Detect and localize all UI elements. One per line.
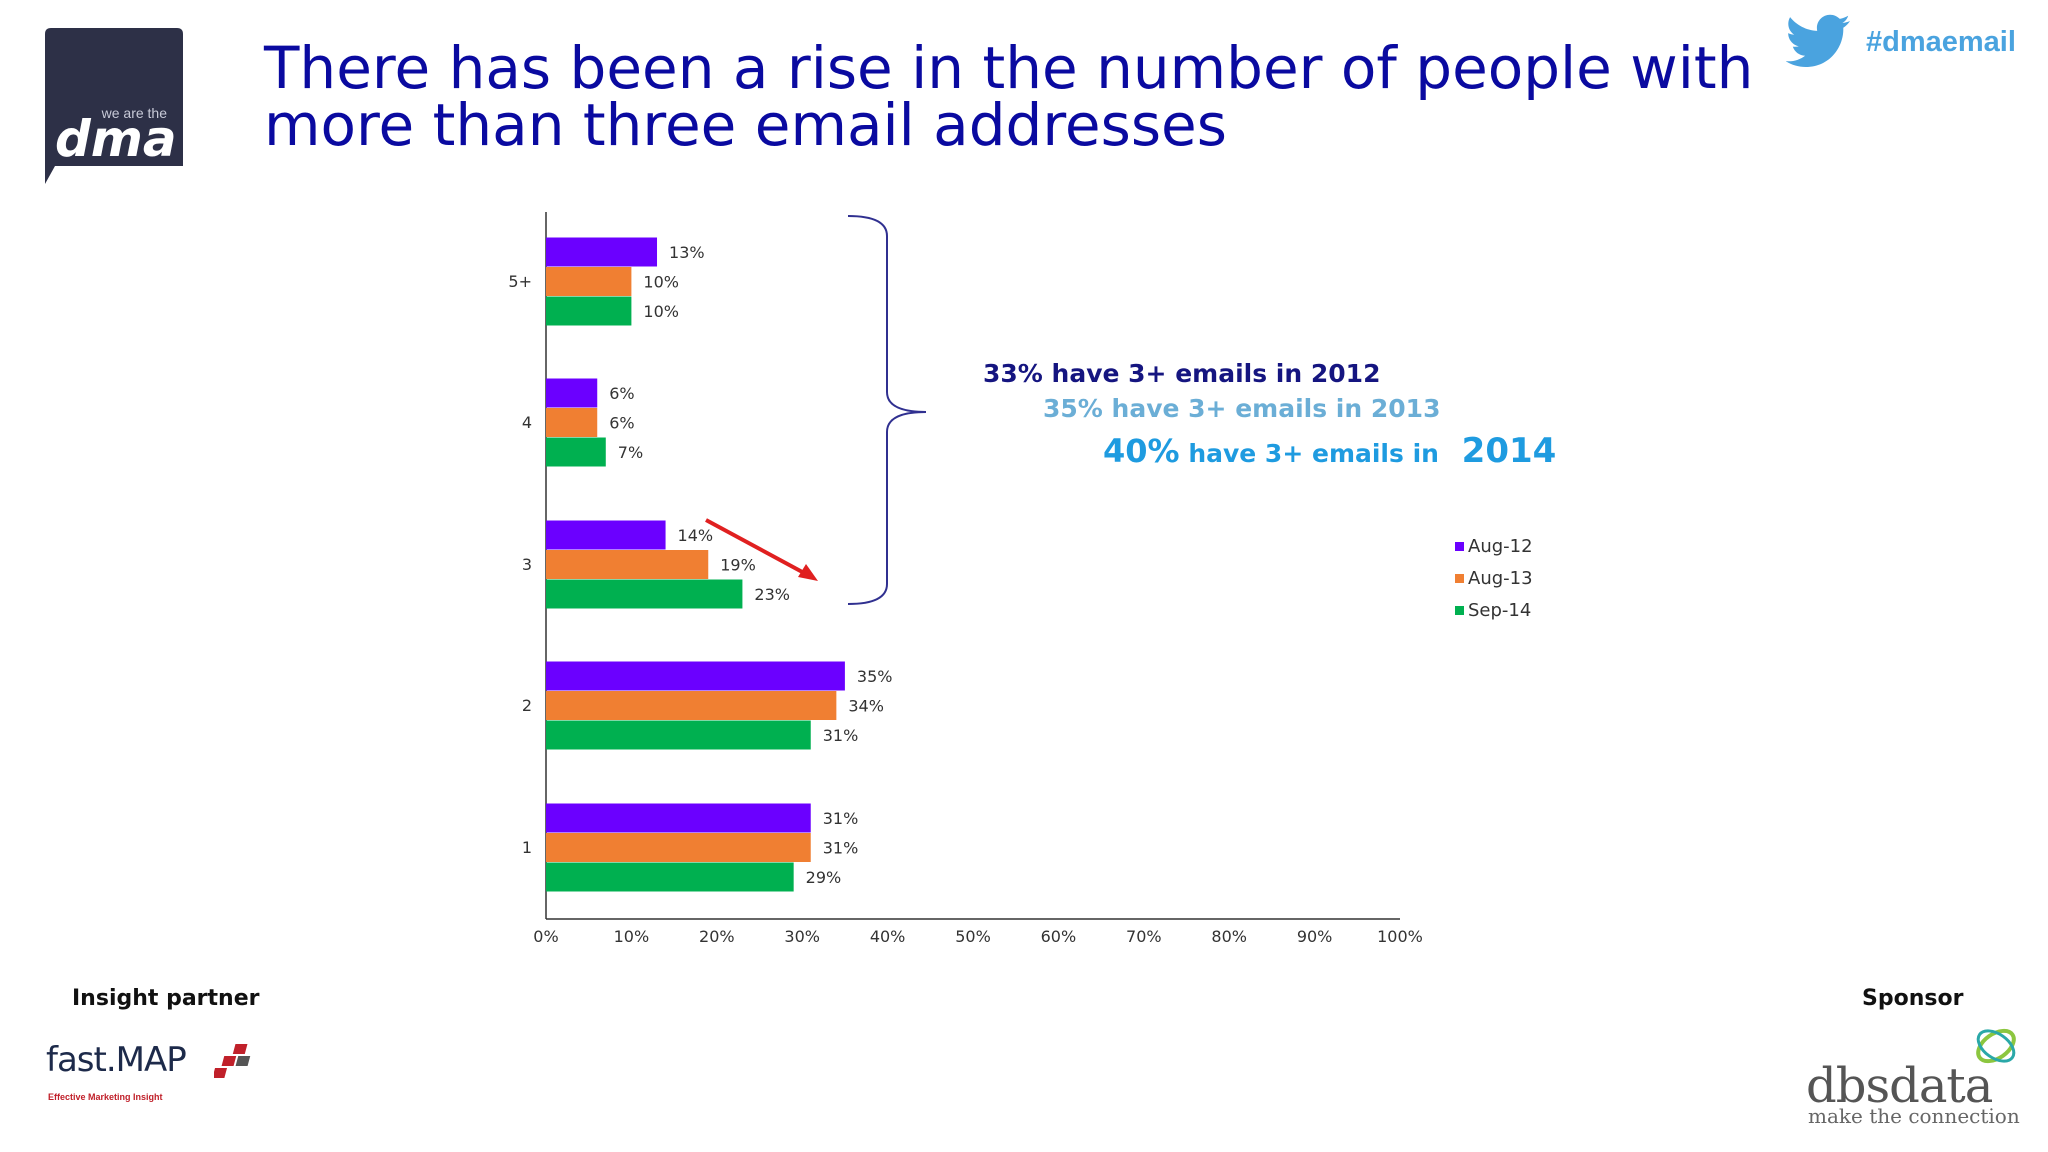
title-line-2: more than three email addresses — [264, 91, 1227, 159]
x-tick-label: 10% — [614, 927, 650, 946]
x-tick-label: 40% — [870, 927, 906, 946]
dbsdata-logo-tagline: make the connection — [1808, 1104, 2020, 1128]
dbsdata-logo-name: dbsdata — [1806, 1058, 1993, 1114]
x-tick-label: 0% — [533, 927, 558, 946]
x-tick-label: 80% — [1211, 927, 1247, 946]
trend-arrow — [705, 518, 807, 576]
trend-arrow-head — [798, 564, 818, 581]
fastmap-logo-tagline: Effective Marketing Insight — [48, 1092, 163, 1102]
bar-aug13-3 — [546, 691, 837, 720]
data-label-aug13-3: 34% — [848, 697, 884, 716]
summary-2014-text: have 3+ emails in — [1188, 439, 1439, 468]
fastmap-logo: fast.MAP Effective Marketing Insight — [46, 1040, 266, 1110]
x-tick-label: 20% — [699, 927, 735, 946]
legend-label-sep14: Sep-14 — [1468, 599, 1532, 621]
bar-sep14-3 — [546, 720, 811, 750]
data-label-aug12-1: 6% — [609, 384, 634, 403]
summary-2014: 40% have 3+ emails in 2014 — [1103, 431, 1556, 471]
legend-item-aug13: Aug-13 — [1455, 562, 1533, 594]
fastmap-squares-icon — [214, 1044, 251, 1078]
bar-aug12-0 — [546, 237, 658, 267]
summary-2014-pct: 40% — [1103, 432, 1180, 470]
legend-label-aug13: Aug-13 — [1468, 567, 1533, 589]
data-label-aug13-2: 19% — [720, 556, 756, 575]
data-label-aug13-4: 31% — [823, 839, 859, 858]
data-label-aug13-0: 10% — [643, 273, 679, 292]
fastmap-logo-text: fast.MAP — [46, 1040, 187, 1080]
bar-sep14-2 — [546, 579, 743, 609]
dbsdata-swirl-icon — [1976, 1028, 2016, 1064]
bar-aug13-4 — [546, 833, 811, 862]
insight-partner-label: Insight partner — [72, 986, 260, 1011]
curly-brace — [847, 215, 927, 605]
legend-label-aug12: Aug-12 — [1468, 535, 1533, 557]
bar-aug13-1 — [546, 408, 598, 437]
sponsor-label: Sponsor — [1862, 986, 1964, 1011]
summary-2014-year: 2014 — [1461, 431, 1557, 471]
summary-2012: 33% have 3+ emails in 2012 — [983, 359, 1381, 388]
twitter-bird-icon — [1785, 14, 1852, 70]
data-label-sep14-4: 29% — [806, 868, 842, 887]
dma-logo-tag: we are the — [101, 105, 168, 121]
x-tick-label: 100% — [1377, 927, 1423, 946]
page-title: There has been a rise in the number of p… — [264, 34, 1764, 159]
bar-sep14-0 — [546, 296, 632, 326]
x-tick-label: 30% — [784, 927, 820, 946]
bar-aug13-0 — [546, 267, 632, 296]
data-label-sep14-2: 23% — [754, 585, 790, 604]
hashtag[interactable]: #dmaemail — [1866, 26, 2016, 58]
chart-legend: Aug-12 Aug-13 Sep-14 — [1455, 530, 1533, 626]
bar-aug13-2 — [546, 550, 709, 579]
dma-logo-name: dma — [55, 110, 177, 168]
x-tick-label: 70% — [1126, 927, 1162, 946]
data-label-sep14-0: 10% — [643, 302, 679, 321]
legend-swatch-sep14 — [1455, 605, 1464, 615]
data-label-sep14-3: 31% — [823, 726, 859, 745]
y-tick-label: 5+ — [508, 272, 532, 291]
legend-item-aug12: Aug-12 — [1455, 530, 1533, 562]
bar-aug12-4 — [546, 803, 811, 833]
y-tick-label: 3 — [522, 555, 532, 574]
legend-swatch-aug12 — [1455, 541, 1464, 551]
x-tick-label: 50% — [955, 927, 991, 946]
y-tick-label: 1 — [522, 838, 532, 857]
data-label-aug13-1: 6% — [609, 414, 634, 433]
data-label-sep14-1: 7% — [618, 443, 643, 462]
title-line-1: There has been a rise in the number of p… — [264, 34, 1754, 102]
data-label-aug12-4: 31% — [823, 809, 859, 828]
data-label-aug12-0: 13% — [669, 243, 705, 262]
y-tick-label: 4 — [522, 413, 532, 432]
bar-aug12-2 — [546, 520, 666, 550]
summary-2013: 35% have 3+ emails in 2013 — [1043, 394, 1441, 423]
dma-logo: we are the dma — [45, 28, 183, 184]
bar-sep14-4 — [546, 862, 794, 892]
dbsdata-logo: dbsdata make the connection — [1806, 1020, 2036, 1132]
bar-sep14-1 — [546, 437, 606, 467]
legend-item-sep14: Sep-14 — [1455, 594, 1533, 626]
bar-aug12-3 — [546, 661, 845, 691]
data-label-aug12-3: 35% — [857, 667, 893, 686]
y-tick-label: 2 — [522, 696, 532, 715]
data-label-aug12-2: 14% — [678, 526, 714, 545]
x-tick-label: 60% — [1041, 927, 1077, 946]
x-tick-label: 90% — [1297, 927, 1333, 946]
bar-aug12-1 — [546, 378, 598, 408]
legend-swatch-aug13 — [1455, 573, 1464, 583]
